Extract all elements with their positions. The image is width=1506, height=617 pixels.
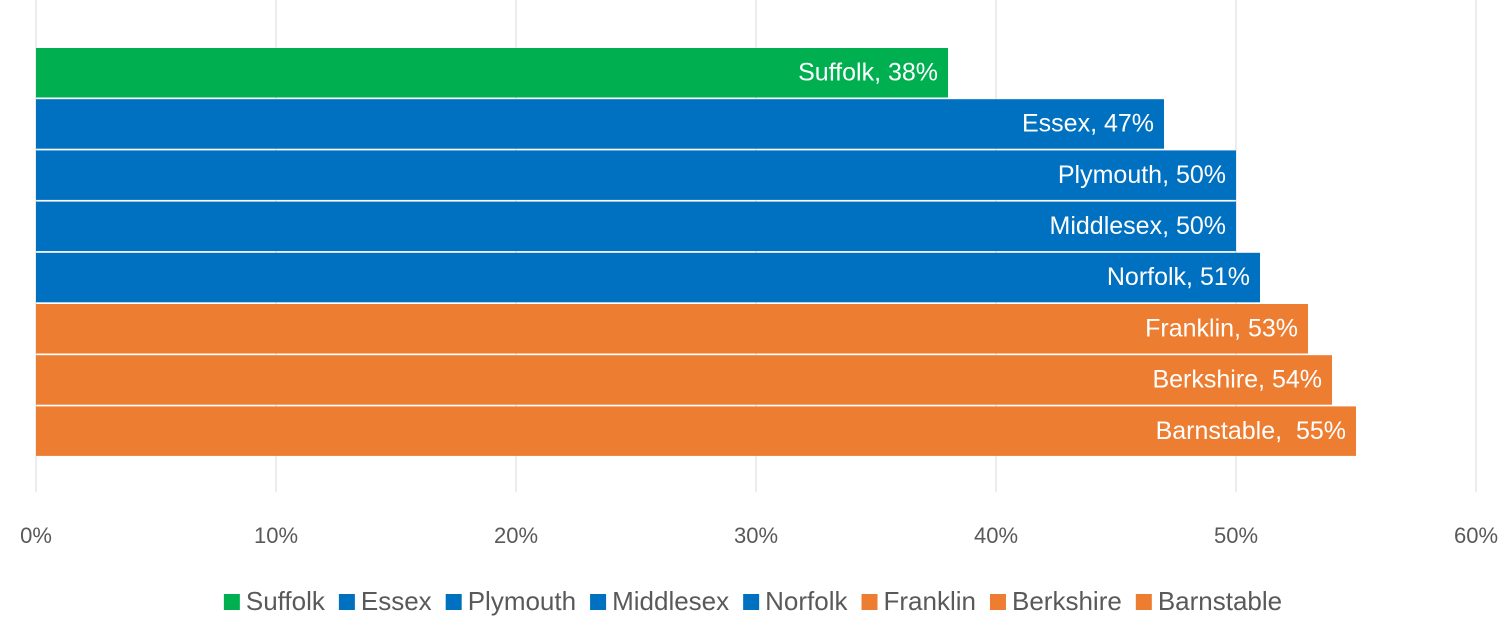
bar [36, 150, 1236, 200]
legend-label: Norfolk [765, 586, 848, 616]
data-label: Berkshire, 54% [1152, 366, 1322, 394]
legend-swatch [743, 594, 760, 610]
legend-label: Barnstable [1158, 586, 1282, 616]
legend-label: Franklin [884, 586, 976, 616]
data-label: Middlesex, 50% [1050, 212, 1226, 240]
bar [36, 304, 1308, 354]
x-tick-label: 60% [1454, 523, 1498, 548]
bar [36, 252, 1260, 303]
legend-swatch [590, 594, 607, 610]
legend-swatch [338, 594, 355, 610]
data-label: Franklin, 53% [1145, 314, 1298, 342]
x-tick-label: 30% [734, 523, 778, 548]
data-label: Norfolk, 51% [1107, 263, 1250, 291]
legend-label: Suffolk [246, 586, 326, 616]
bar [36, 355, 1332, 405]
x-tick-label: 40% [974, 523, 1018, 548]
bar [36, 99, 1164, 149]
legend-label: Middlesex [612, 586, 729, 616]
legend-label: Berkshire [1012, 586, 1122, 616]
legend-swatch [989, 594, 1006, 610]
data-label: Barnstable, 55% [1156, 417, 1346, 445]
bar [36, 48, 948, 98]
data-label: Suffolk, 38% [798, 58, 938, 86]
legend: Suffolk Essex Plymouth Middlesex Norfolk Fran… [223, 586, 1282, 616]
legend-swatch [445, 594, 462, 610]
bar [36, 406, 1356, 456]
legend-swatch [861, 594, 878, 610]
legend-swatch [223, 594, 240, 610]
x-tick-label: 20% [494, 523, 538, 548]
data-label: Plymouth, 50% [1058, 161, 1226, 189]
bar [36, 201, 1236, 252]
x-tick-label: 10% [254, 523, 298, 548]
x-tick-label: 0% [20, 523, 52, 548]
data-label: Essex, 47% [1022, 110, 1154, 138]
legend-label: Essex [361, 586, 432, 616]
x-tick-label: 50% [1214, 523, 1258, 548]
legend-label: Plymouth [468, 586, 576, 616]
legend-swatch [1135, 594, 1152, 610]
